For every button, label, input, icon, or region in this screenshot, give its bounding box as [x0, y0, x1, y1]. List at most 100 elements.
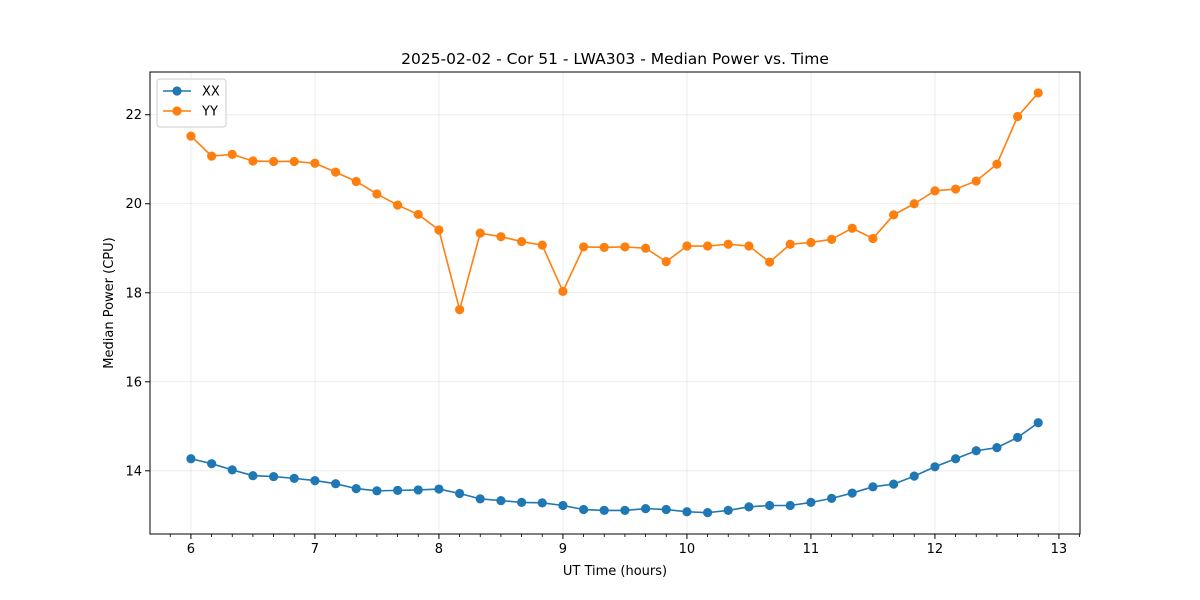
y-tick-label: 18	[125, 286, 142, 301]
data-point-xx	[207, 459, 217, 469]
series-layer	[186, 88, 1043, 518]
x-tick-label: 12	[927, 542, 944, 557]
data-point-xx	[227, 465, 237, 475]
data-point-xx	[455, 488, 465, 499]
data-point-xx	[951, 454, 961, 464]
data-point-yy	[517, 236, 527, 247]
data-point-xx	[723, 505, 733, 516]
data-point-yy	[186, 131, 196, 141]
data-point-xx	[248, 471, 258, 481]
legend-marker-yy	[172, 106, 182, 116]
x-tick-label: 9	[559, 542, 567, 557]
data-point-xx	[434, 484, 444, 494]
data-point-xx	[496, 496, 506, 506]
chart-title: 2025-02-02 - Cor 51 - LWA303 - Median Po…	[401, 50, 829, 68]
legend-marker-xx	[172, 86, 182, 96]
data-point-xx	[331, 479, 341, 489]
data-point-yy	[682, 241, 692, 251]
data-point-xx	[289, 473, 299, 483]
data-point-yy	[269, 156, 279, 167]
data-point-xx	[351, 484, 361, 494]
data-point-yy	[599, 242, 609, 252]
data-point-yy	[765, 257, 775, 267]
data-point-yy	[331, 167, 341, 177]
data-point-yy	[227, 149, 237, 159]
data-point-yy	[537, 240, 547, 250]
data-point-yy	[413, 209, 423, 220]
data-point-yy	[248, 156, 258, 166]
data-point-xx	[785, 500, 795, 511]
data-point-yy	[496, 232, 506, 242]
data-point-yy	[620, 242, 630, 252]
legend: XX YY	[156, 78, 227, 128]
data-point-xx	[930, 462, 940, 472]
y-tick-label: 22	[125, 108, 142, 123]
data-point-yy	[847, 223, 857, 233]
data-point-yy	[558, 286, 568, 297]
data-point-xx	[558, 500, 568, 511]
data-point-yy	[455, 305, 465, 315]
data-point-yy	[827, 234, 837, 244]
data-point-xx	[475, 494, 485, 504]
data-point-yy	[909, 199, 919, 209]
data-point-xx	[517, 497, 527, 507]
plot-frame	[149, 71, 1081, 535]
data-point-xx	[806, 497, 816, 507]
data-point-yy	[641, 243, 651, 253]
data-point-xx	[703, 508, 713, 518]
data-point-yy	[703, 241, 713, 251]
legend-label-xx: XX	[202, 85, 220, 100]
x-tick-label: 6	[187, 542, 195, 557]
data-point-xx	[1013, 432, 1023, 443]
data-point-xx	[310, 475, 320, 486]
data-point-yy	[889, 210, 899, 220]
data-point-xx	[641, 504, 651, 514]
y-axis-label: Median Power (CPU)	[102, 237, 117, 368]
data-point-xx	[765, 500, 775, 511]
x-tick-label: 8	[435, 542, 443, 557]
data-point-xx	[269, 471, 279, 482]
y-tick-label: 20	[125, 197, 142, 212]
data-point-xx	[599, 505, 609, 516]
data-point-yy	[434, 225, 444, 235]
data-point-xx	[971, 446, 981, 456]
data-point-yy	[310, 158, 320, 168]
data-point-xx	[372, 486, 382, 496]
data-point-yy	[1013, 111, 1023, 122]
data-point-xx	[744, 502, 754, 512]
data-point-yy	[475, 228, 485, 238]
data-point-yy	[744, 241, 754, 251]
x-tick-label: 7	[311, 542, 319, 557]
data-point-yy	[351, 176, 361, 187]
data-point-yy	[951, 184, 961, 194]
y-tick-label: 16	[125, 375, 142, 390]
data-point-xx	[413, 485, 423, 495]
data-point-xx	[620, 505, 630, 516]
axis-ticks: 6 7 8 9 10 11 12 13 14 16 18 20 22	[125, 108, 1080, 557]
data-point-xx	[579, 504, 589, 515]
x-tick-label: 11	[803, 542, 820, 557]
data-point-xx	[186, 454, 196, 464]
data-point-yy	[723, 239, 733, 249]
x-tick-label: 13	[1051, 542, 1068, 557]
data-point-xx	[889, 479, 899, 489]
data-point-xx	[682, 507, 692, 517]
data-point-yy	[289, 156, 299, 167]
data-point-yy	[930, 186, 940, 196]
data-point-yy	[393, 200, 403, 210]
legend-label-yy: YY	[201, 105, 218, 120]
y-tick-label: 14	[125, 464, 142, 479]
data-point-xx	[661, 504, 671, 515]
data-point-xx	[847, 488, 857, 498]
x-tick-label: 10	[679, 542, 696, 557]
series-line-xx	[190, 422, 1039, 514]
data-point-xx	[1033, 418, 1043, 428]
data-point-yy	[372, 189, 382, 199]
data-point-xx	[537, 498, 547, 508]
data-point-yy	[971, 176, 981, 186]
data-point-yy	[785, 239, 795, 249]
x-axis-label: UT Time (hours)	[563, 564, 667, 579]
data-point-xx	[992, 443, 1002, 453]
